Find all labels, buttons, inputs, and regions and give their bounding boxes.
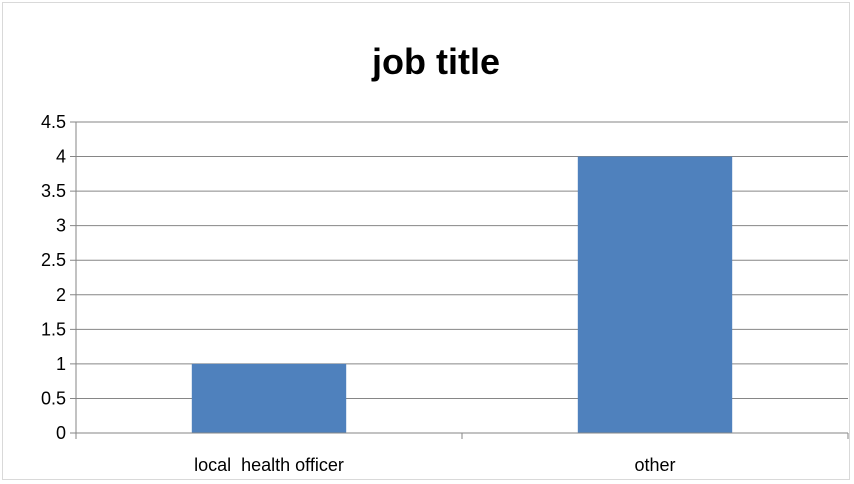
bar	[577, 156, 733, 434]
y-tick-label: 2	[56, 285, 66, 305]
y-tick-label: 4	[56, 147, 66, 167]
y-tick-label: 1.5	[41, 319, 66, 339]
y-axis-tick-labels: 0 0.5 1 1.5 2 2.5 3 3.5 4 4.5	[41, 112, 66, 443]
y-tick-label: 3.5	[41, 181, 66, 201]
y-tick-label: 0	[56, 423, 66, 443]
chart-title: job title	[371, 41, 500, 82]
x-tick-label: local health officer	[194, 455, 344, 475]
bar	[191, 363, 347, 433]
y-tick-label: 3	[56, 216, 66, 236]
x-tick-label: other	[634, 455, 675, 475]
y-tick-label: 2.5	[41, 250, 66, 270]
y-tick-label: 1	[56, 354, 66, 374]
x-axis-tick-labels: local health officer other	[194, 455, 675, 475]
bars	[191, 156, 733, 434]
y-tick-label: 4.5	[41, 112, 66, 132]
x-axis	[75, 122, 849, 439]
y-tick-label: 0.5	[41, 388, 66, 408]
